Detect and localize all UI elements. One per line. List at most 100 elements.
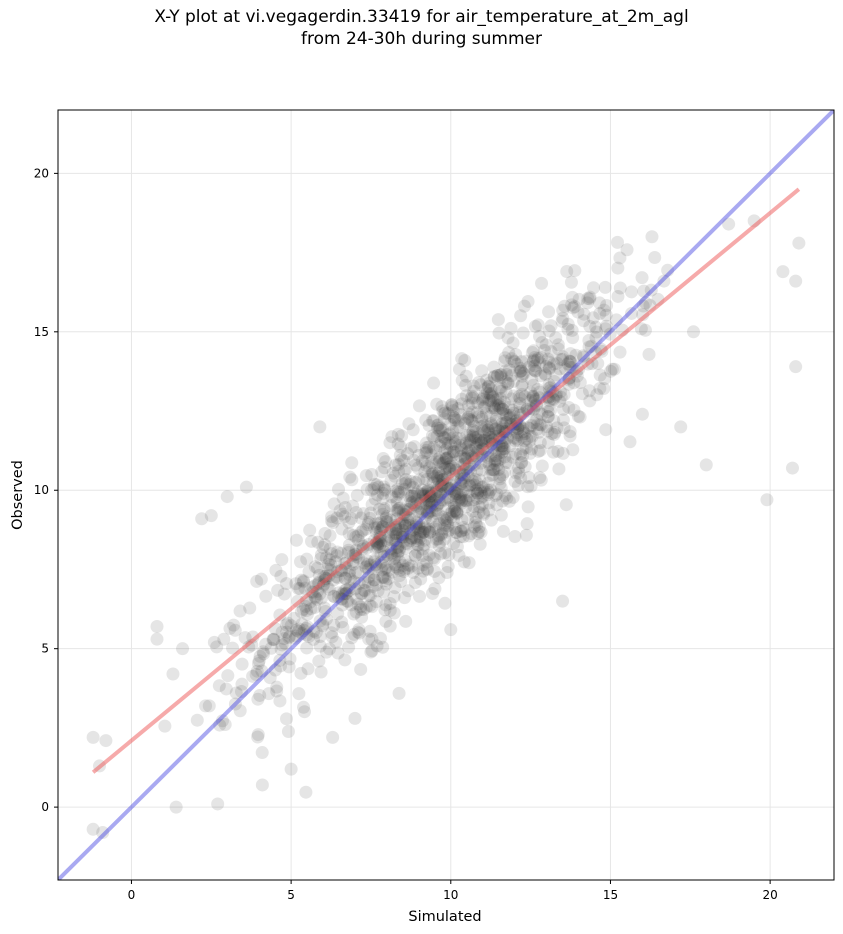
- scatter-point: [434, 469, 448, 483]
- scatter-point: [565, 298, 579, 312]
- scatter-point: [271, 583, 285, 597]
- scatter-point: [391, 540, 405, 554]
- scatter-point: [362, 563, 376, 577]
- scatter-point: [501, 377, 515, 391]
- scatter-point: [424, 511, 438, 525]
- scatter-point: [357, 603, 371, 617]
- scatter-point: [291, 582, 305, 596]
- scatter-point: [331, 607, 345, 621]
- scatter-point: [335, 587, 349, 601]
- scatter-point: [319, 551, 333, 565]
- scatter-point: [294, 666, 308, 680]
- scatter-point: [464, 527, 478, 541]
- scatter-point: [484, 394, 498, 408]
- scatter-point: [463, 465, 477, 479]
- scatter-point: [447, 536, 461, 550]
- scatter-point: [516, 366, 530, 380]
- scatter-point: [227, 618, 241, 632]
- scatter-point: [406, 566, 420, 580]
- scatter-point: [510, 357, 524, 371]
- scatter-point: [238, 631, 252, 645]
- scatter-point: [496, 402, 510, 416]
- scatter-point: [378, 461, 392, 475]
- scatter-point: [360, 554, 374, 568]
- scatter-point: [438, 436, 452, 450]
- scatter-point: [362, 570, 376, 584]
- scatter-point: [357, 556, 371, 570]
- scatter-point: [446, 445, 460, 459]
- scatter-point: [593, 381, 607, 395]
- scatter-point: [493, 381, 507, 395]
- scatter-point: [452, 362, 466, 376]
- scatter-point: [391, 482, 405, 496]
- scatter-point: [347, 607, 361, 621]
- scatter-point: [454, 441, 468, 455]
- scatter-point: [661, 263, 675, 277]
- scatter-point: [489, 449, 503, 463]
- scatter-point: [257, 647, 271, 661]
- scatter-point: [517, 425, 531, 439]
- scatter-point: [318, 527, 332, 541]
- x-tick-label: 20: [762, 888, 777, 902]
- scatter-point: [462, 485, 476, 499]
- scatter-point: [418, 465, 432, 479]
- scatter-point: [504, 392, 518, 406]
- scatter-point: [425, 496, 439, 510]
- scatter-point: [458, 353, 472, 367]
- scatter-point: [425, 429, 439, 443]
- scatter-point: [312, 654, 326, 668]
- scatter-point: [475, 463, 489, 477]
- scatter-point: [413, 505, 427, 519]
- scatter-point: [308, 600, 322, 614]
- scatter-point: [499, 456, 513, 470]
- scatter-point: [524, 385, 538, 399]
- scatter-point: [368, 517, 382, 531]
- scatter-point: [463, 435, 477, 449]
- scatter-point: [447, 488, 461, 502]
- scatter-point: [526, 354, 540, 368]
- scatter-point: [575, 387, 589, 401]
- scatter-point: [338, 571, 352, 585]
- scatter-point: [367, 482, 381, 496]
- scatter-point: [453, 407, 467, 421]
- scatter-point: [409, 458, 423, 472]
- scatter-point: [476, 489, 490, 503]
- scatter-point: [379, 511, 393, 525]
- scatter-point: [496, 524, 510, 538]
- scatter-point: [531, 318, 545, 332]
- scatter-point: [547, 427, 561, 441]
- scatter-point: [425, 498, 439, 512]
- scatter-point: [339, 587, 353, 601]
- scatter-point: [419, 413, 433, 427]
- scatter-point: [409, 475, 423, 489]
- scatter-point: [516, 449, 530, 463]
- scatter-point: [383, 603, 397, 617]
- scatter-point: [563, 425, 577, 439]
- scatter-point: [361, 518, 375, 532]
- scatter-point: [526, 391, 540, 405]
- scatter-point: [350, 592, 364, 606]
- scatter-point: [463, 412, 477, 426]
- scatter-point: [302, 565, 316, 579]
- scatter-point: [413, 532, 427, 546]
- scatter-point: [514, 471, 528, 485]
- scatter-point: [471, 430, 485, 444]
- scatter-point: [503, 410, 517, 424]
- scatter-point: [422, 418, 436, 432]
- scatter-point: [374, 548, 388, 562]
- scatter-point: [338, 584, 352, 598]
- scatter-point: [455, 496, 469, 510]
- scatter-point: [449, 487, 463, 501]
- scatter-point: [569, 348, 583, 362]
- scatter-point: [476, 392, 490, 406]
- scatter-point: [86, 730, 100, 744]
- scatter-point: [392, 686, 406, 700]
- scatter-point: [375, 563, 389, 577]
- scatter-point: [513, 361, 527, 375]
- scatter-point: [456, 520, 470, 534]
- scatter-point: [461, 399, 475, 413]
- scatter-point: [542, 377, 556, 391]
- scatter-point: [613, 345, 627, 359]
- scatter-point: [451, 455, 465, 469]
